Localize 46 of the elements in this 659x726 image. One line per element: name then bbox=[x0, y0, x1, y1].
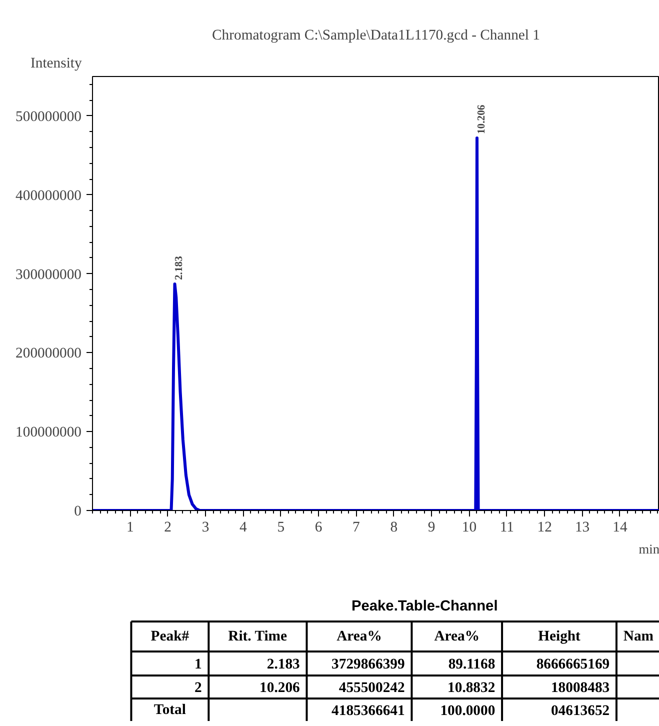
x-tick-label: 12 bbox=[537, 520, 552, 536]
text: 18008483 bbox=[550, 680, 610, 696]
text: 89.1168 bbox=[448, 656, 496, 672]
category-label: Area% bbox=[434, 628, 480, 644]
x-axis-title: min bbox=[638, 542, 659, 556]
text: 2.183 bbox=[266, 656, 300, 672]
chart-title: Chromatogram C:\Sample\Data1L1170.gcd - Channel 1 bbox=[212, 28, 540, 44]
y-tick-label: 500000000 bbox=[16, 108, 82, 125]
annotation: 10.206 bbox=[476, 104, 488, 134]
x-tick-label: 10 bbox=[462, 520, 477, 536]
y-tick-label: 400000000 bbox=[16, 188, 82, 204]
category-label: Nam bbox=[623, 628, 654, 644]
category-label: Peak# bbox=[150, 628, 190, 644]
x-tick-label: 6 bbox=[314, 520, 322, 536]
x-tick-label: 3 bbox=[202, 520, 210, 536]
y-axis-title: Intensity bbox=[30, 56, 82, 72]
x-tick-label: 7 bbox=[352, 520, 360, 536]
text: 10.206 bbox=[260, 680, 300, 696]
text: 3729866399 bbox=[332, 656, 405, 672]
text: 455500242 bbox=[338, 680, 405, 696]
text: 2 bbox=[194, 680, 202, 696]
x-tick-label: 13 bbox=[574, 520, 590, 536]
x-tick-label: 1 bbox=[126, 520, 134, 536]
x-tick-label: 14 bbox=[612, 520, 628, 536]
y-tick-label: 300000000 bbox=[16, 266, 82, 283]
y-tick-label: 200000000 bbox=[16, 346, 82, 362]
x-tick-label: 11 bbox=[500, 520, 514, 536]
y-tick-label: 100000000 bbox=[16, 424, 82, 441]
text: Peake.Table-Channel bbox=[351, 598, 498, 614]
category-label: Height bbox=[538, 628, 581, 644]
category-label: Rit. Time bbox=[228, 628, 288, 644]
x-tick-label: 4 bbox=[240, 520, 248, 536]
text: 100.0000 bbox=[440, 703, 496, 719]
x-tick-label: 9 bbox=[428, 520, 436, 536]
text: Total bbox=[154, 702, 186, 718]
category-label: Area% bbox=[336, 628, 382, 644]
y-tick-label: 0 bbox=[74, 504, 82, 520]
text: 04613652 bbox=[550, 703, 610, 719]
x-tick-label: 8 bbox=[390, 520, 398, 536]
text: 10.8832 bbox=[448, 680, 496, 696]
text: 1 bbox=[194, 656, 202, 672]
annotation: 2.183 bbox=[174, 256, 186, 280]
x-tick-label: 5 bbox=[277, 520, 285, 536]
text: 4185366641 bbox=[332, 703, 405, 719]
text: 8666665169 bbox=[536, 656, 610, 672]
x-tick-label: 2 bbox=[164, 520, 172, 536]
